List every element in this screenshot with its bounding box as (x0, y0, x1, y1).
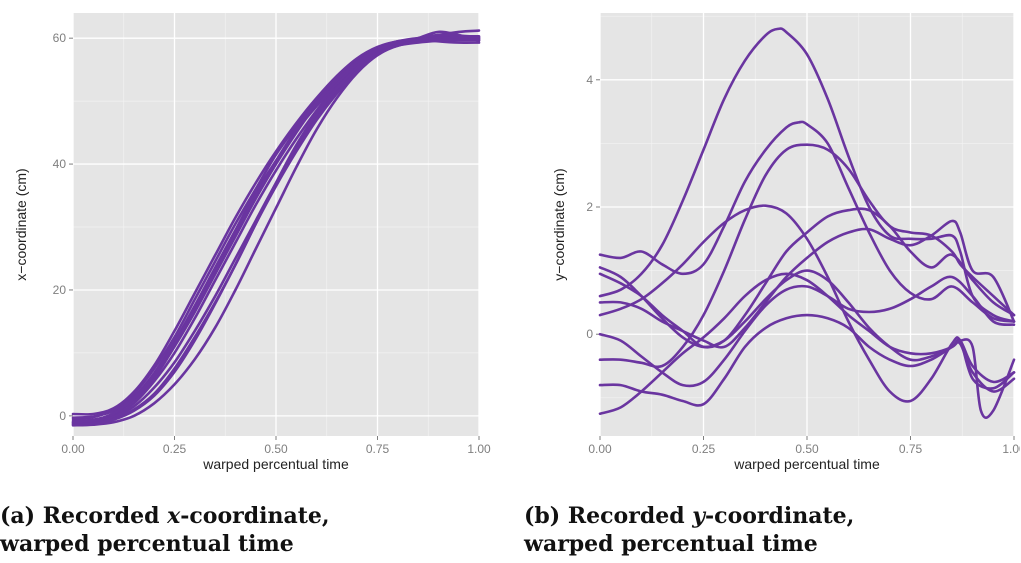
series-line-5 (598, 207, 1016, 349)
caption-a-post: -coordinate, warped percentual time (0, 503, 330, 557)
x-axis-label: warped percentual time (202, 456, 349, 472)
y-tick-label: 2 (586, 200, 593, 214)
chart-a: 0.00 0.25 0.50 0.75 1.00 0 20 40 60 warped percen… (13, 13, 491, 472)
series-line-1 (598, 27, 1016, 323)
x-tick-label: 0.75 (899, 442, 923, 456)
chart-b: 0.00 0.25 0.50 0.75 1.00 0 2 4 warped percentual… (551, 13, 1020, 472)
x-tick-label: 0.50 (264, 442, 288, 456)
series-line-10 (598, 266, 1016, 393)
x-tick-label: 0.25 (692, 442, 716, 456)
y-tick-label: 60 (53, 31, 67, 45)
y-tick-label: 4 (586, 73, 593, 87)
caption-b-var: y (692, 503, 706, 529)
series-line-9 (71, 36, 481, 424)
y-tick-label: 20 (53, 283, 67, 297)
caption-a-pre: Recorded (42, 503, 168, 529)
x-tick-label: 0.50 (795, 442, 819, 456)
caption-b-pre: Recorded (567, 503, 693, 529)
x-tick-label: 0.00 (61, 442, 85, 456)
series-line-6 (598, 219, 1016, 349)
x-axis-label: warped percentual time (733, 456, 880, 472)
x-tick-label: 0.75 (366, 442, 390, 456)
caption-a-var: x (167, 503, 181, 529)
y-tick-label: 40 (53, 157, 67, 171)
y-axis-label: y−coordinate (cm) (551, 168, 567, 280)
caption-a-tag: (a) (0, 503, 36, 529)
series-line-9 (598, 275, 1016, 388)
caption-b: (b) Recorded y-coordinate, warped percen… (524, 502, 944, 558)
series-line-4 (598, 204, 1016, 403)
x-tick-label: 1.00 (467, 442, 491, 456)
x-tick-label: 0.25 (163, 442, 187, 456)
x-tick-label: 0.00 (588, 442, 612, 456)
caption-a: (a) Recorded x-coordinate, warped percen… (0, 502, 420, 558)
x-tick-label: 1.00 (1002, 442, 1020, 456)
caption-b-tag: (b) (524, 503, 561, 529)
caption-b-post: -coordinate, warped percentual time (524, 503, 855, 557)
y-tick-label: 0 (59, 409, 66, 423)
series-line-2 (598, 120, 1016, 323)
y-axis-label: x−coordinate (cm) (13, 168, 29, 280)
y-tick-label: 0 (586, 327, 593, 341)
series-line-10 (71, 38, 481, 426)
